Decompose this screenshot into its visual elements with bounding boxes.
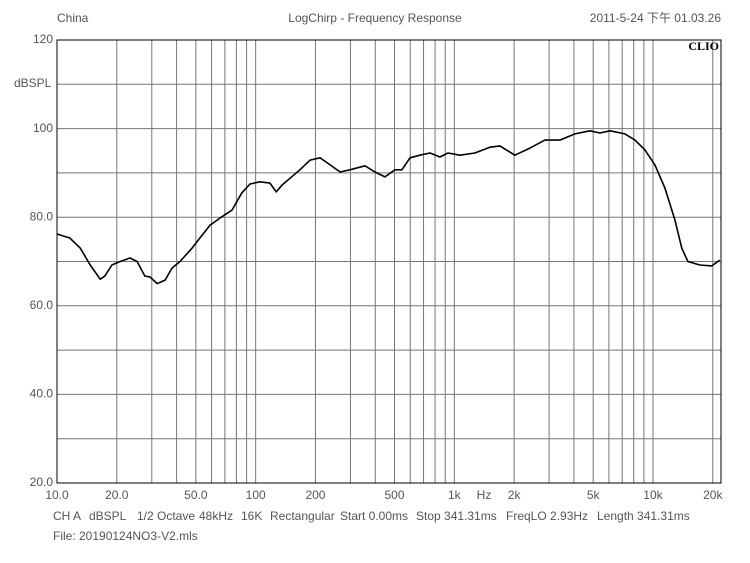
logo: CLIO [688, 39, 719, 53]
file-name: File: 20190124NO3-V2.mls [53, 529, 198, 543]
footer-item: CH A [53, 509, 81, 523]
chart-title: LogChirp - Frequency Response [288, 11, 462, 25]
y-axis-label: dBSPL [14, 76, 52, 90]
y-tick-label: 80.0 [30, 209, 54, 223]
x-tick-label: 20k [703, 488, 723, 502]
footer-item: Length 341.31ms [597, 509, 690, 523]
footer-item: Start 0.00ms [340, 509, 408, 523]
x-tick-label: 2k [508, 488, 522, 502]
footer-item: Stop 341.31ms [416, 509, 497, 523]
response-curve [56, 130, 721, 285]
y-tick-label: 120 [33, 32, 53, 46]
footer-item: 16K [241, 509, 262, 523]
footer-item: FreqLO 2.93Hz [506, 509, 588, 523]
footer-item: dBSPL [89, 509, 127, 523]
y-tick-label: 20.0 [30, 475, 54, 489]
y-tick-label: 100 [33, 121, 53, 135]
footer-item: 48kHz [199, 509, 233, 523]
x-tick-label: 50.0 [184, 488, 208, 502]
x-tick-label: 100 [246, 488, 266, 502]
y-tick-label: 40.0 [30, 387, 54, 401]
x-tick-label: 500 [384, 488, 404, 502]
x-tick-label: 5k [587, 488, 601, 502]
x-tick-label: 1k [448, 488, 462, 502]
x-unit: Hz [477, 488, 492, 502]
x-tick-label: 200 [305, 488, 325, 502]
x-tick-label: 20.0 [105, 488, 129, 502]
y-tick-label: 60.0 [30, 298, 54, 312]
header-right: 2011-5-24 下午 01.03.26 [590, 11, 722, 25]
footer-item: Rectangular [270, 509, 335, 523]
plot-frame [56, 39, 722, 484]
x-tick-label: 10k [643, 488, 663, 502]
header-left: China [57, 11, 89, 25]
x-tick-label: 10.0 [45, 488, 69, 502]
footer-item: 1/2 Octave [137, 509, 195, 523]
